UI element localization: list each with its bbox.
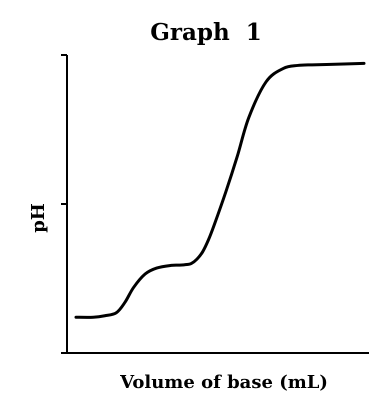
y-axis-ticks: [61, 54, 67, 354]
x-axis-label: Volume of base (mL): [119, 372, 328, 393]
y-axis-label: pH: [28, 203, 49, 233]
series-line-ph-curve: [74, 61, 366, 319]
chart-title: Graph 1: [150, 19, 262, 46]
